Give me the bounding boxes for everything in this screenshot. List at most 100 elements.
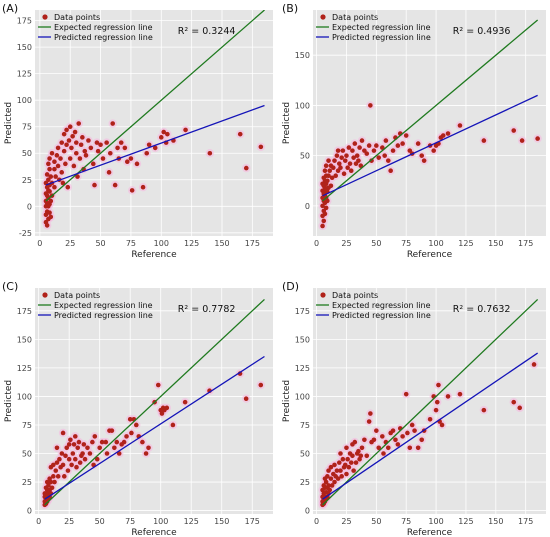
data-point (376, 445, 382, 451)
data-point (359, 445, 365, 451)
x-tick-label: 50 (371, 239, 381, 248)
data-point (344, 471, 349, 477)
data-point (336, 161, 342, 166)
data-point (457, 391, 463, 397)
data-point (511, 399, 517, 405)
data-point (457, 123, 463, 128)
data-point (390, 428, 396, 433)
panel-label: (B) (282, 2, 298, 15)
data-point (326, 483, 331, 488)
data-point (333, 173, 339, 179)
x-tick-label: 75 (125, 517, 135, 526)
y-axis-label: Predicted (282, 102, 292, 144)
data-point (109, 428, 115, 433)
plot-background (313, 10, 546, 236)
data-point (243, 396, 249, 402)
x-tick-label: 125 (184, 517, 199, 526)
data-point (46, 195, 51, 201)
data-point (436, 382, 441, 388)
data-point (322, 211, 328, 217)
y-tick-label: 50 (300, 152, 310, 161)
data-point (340, 148, 346, 153)
data-point (83, 153, 89, 158)
data-point (433, 407, 439, 413)
data-point (55, 145, 61, 151)
data-point (351, 155, 356, 160)
data-point (127, 416, 133, 422)
x-tick-label: 100 (154, 239, 169, 248)
data-point (328, 183, 334, 189)
y-tick-label: 0 (27, 202, 32, 211)
x-tick-label: 100 (153, 517, 168, 526)
data-point (395, 143, 401, 148)
x-tick-label: 150 (214, 517, 229, 526)
data-point (358, 453, 364, 459)
panel-label: (C) (2, 280, 18, 293)
data-point (439, 422, 445, 428)
data-layer (41, 10, 266, 230)
data-point (356, 448, 361, 454)
data-point (124, 159, 130, 165)
y-tick-label: 150 (17, 43, 32, 52)
x-tick-label: 0 (314, 517, 319, 526)
data-point (338, 165, 343, 170)
data-point (115, 145, 120, 151)
data-point (326, 158, 331, 163)
data-point (51, 474, 56, 479)
data-point (85, 445, 90, 451)
legend-marker-points (42, 14, 48, 20)
data-point (60, 462, 66, 468)
y-tick-label: 125 (17, 364, 32, 373)
data-point (481, 138, 487, 143)
data-point (353, 460, 359, 465)
predicted-regression-line (322, 352, 539, 500)
predicted-regression-line (45, 104, 265, 186)
data-point (69, 462, 74, 468)
data-point (110, 121, 116, 126)
x-tick-label: 25 (341, 239, 351, 248)
y-axis-label: Predicted (4, 102, 14, 144)
data-point (419, 437, 425, 443)
data-point (161, 129, 167, 135)
data-point (60, 180, 66, 186)
data-point (440, 133, 446, 138)
data-point (86, 138, 91, 143)
x-tick-label: 125 (458, 239, 473, 248)
legend-label: Predicted regression line (332, 33, 431, 42)
data-point (374, 428, 379, 433)
data-point (364, 453, 370, 459)
x-tick-label: 125 (184, 239, 199, 248)
data-point (419, 153, 425, 158)
data-point (53, 468, 59, 473)
data-point (76, 439, 82, 445)
expected-regression-line (45, 10, 265, 202)
y-tick-label: 150 (17, 335, 32, 344)
data-point (326, 173, 331, 179)
data-point (409, 422, 415, 428)
data-point (332, 158, 337, 163)
data-point (65, 468, 71, 473)
data-point (52, 159, 57, 165)
x-tick-label: 25 (64, 517, 74, 526)
data-point (431, 148, 436, 153)
data-point (368, 411, 373, 416)
data-point (92, 182, 97, 188)
x-axis-label: Reference (407, 528, 453, 537)
data-point (49, 485, 55, 491)
data-point (47, 156, 52, 161)
legend-label: Predicted regression line (54, 311, 153, 320)
data-point (104, 140, 109, 145)
data-point (70, 133, 75, 139)
data-point (183, 127, 188, 133)
data-point (59, 140, 65, 145)
expected-regression-line (322, 19, 539, 202)
data-point (46, 177, 51, 183)
data-point (90, 161, 96, 167)
data-point (59, 170, 65, 175)
data-point (68, 437, 73, 443)
x-tick-label: 75 (126, 239, 136, 248)
data-point (118, 140, 124, 145)
data-point (71, 163, 77, 169)
data-point (407, 445, 413, 451)
x-tick-label: 175 (245, 239, 260, 248)
